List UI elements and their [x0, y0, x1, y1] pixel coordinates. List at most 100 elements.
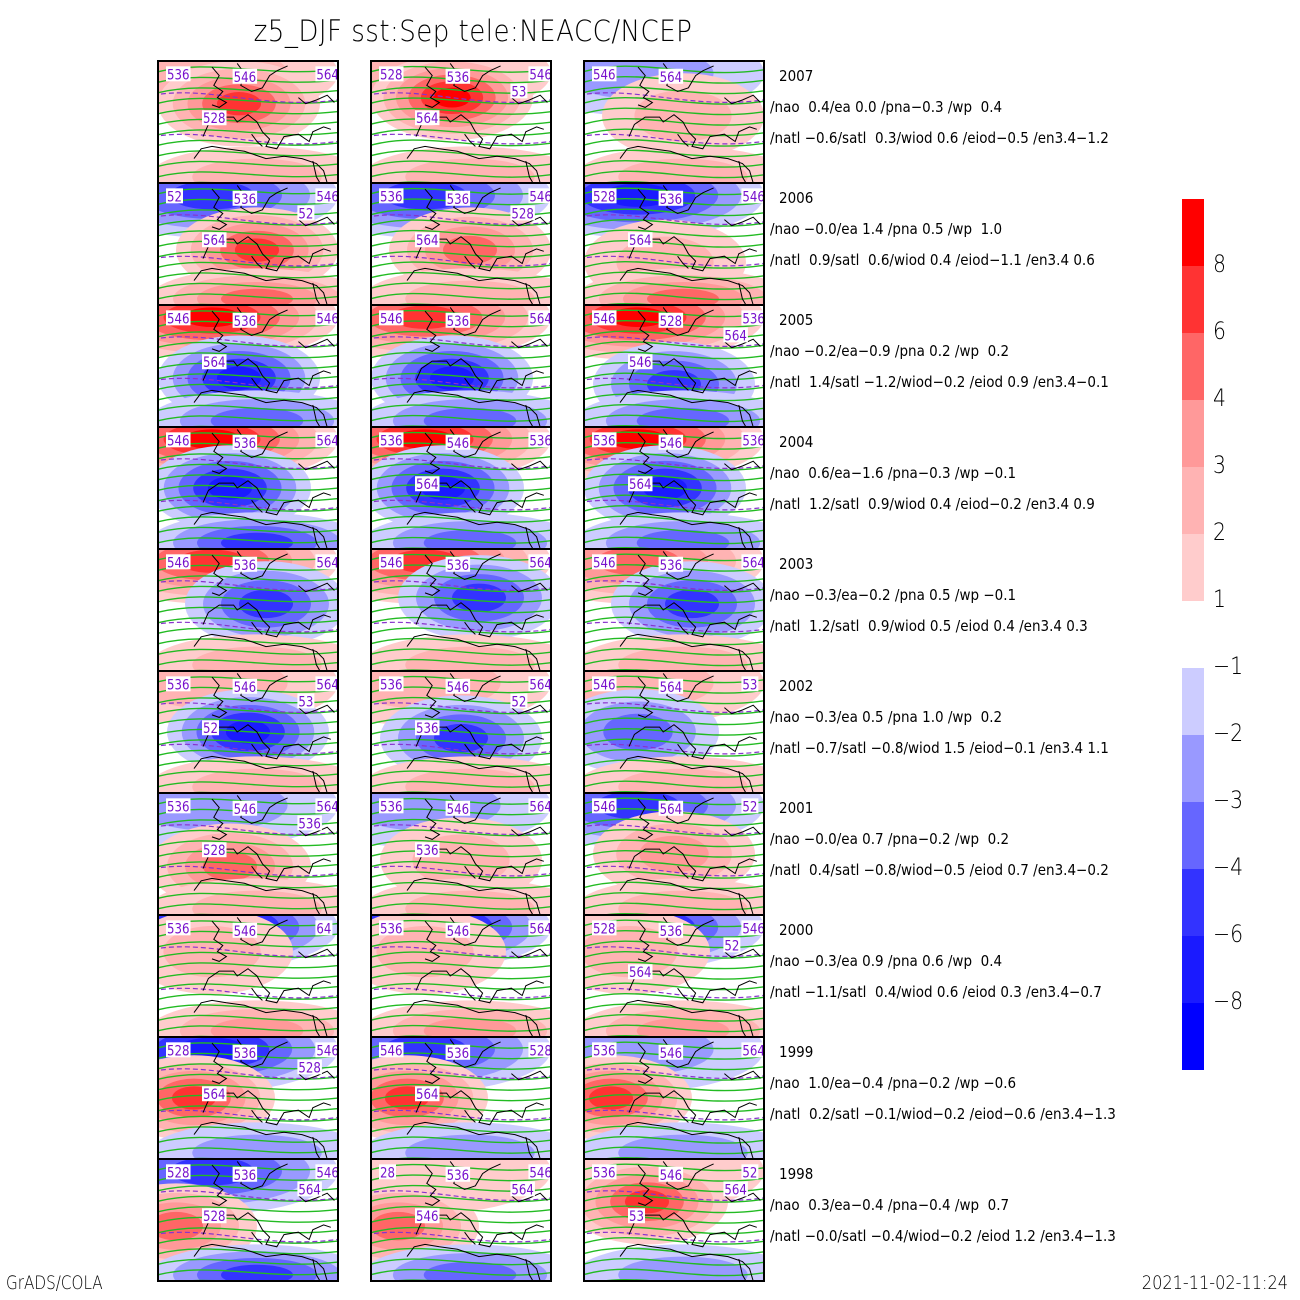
- coastline: [415, 236, 544, 272]
- map-panel-2003-2: 546 536 564: [370, 548, 552, 672]
- height-contour: [371, 1268, 551, 1276]
- height-contour: [158, 596, 338, 603]
- coastline: [738, 526, 747, 549]
- height-contour: [158, 627, 338, 635]
- contour-label-bg: [723, 327, 748, 343]
- contour-label: 53: [511, 84, 526, 100]
- contour-label: 536: [593, 1165, 616, 1181]
- coastline: [619, 145, 754, 183]
- coastline: [202, 724, 331, 760]
- dashed-contour: [584, 580, 764, 591]
- chart-title: z5_DJF sst:Sep tele:NEACC/NCEP: [253, 14, 693, 48]
- anomaly-neg-shade: [207, 476, 253, 500]
- contour-label: 546: [416, 1209, 439, 1225]
- contour-label-bg: [315, 1164, 338, 1180]
- dashed-contour: [371, 377, 551, 389]
- colorbar-label: 1: [1213, 585, 1226, 613]
- contour-label: 52: [298, 206, 313, 222]
- coastline: [619, 267, 754, 305]
- coastline: [511, 826, 548, 837]
- contour-label: 536: [380, 677, 403, 693]
- colorbar-label: −8: [1213, 987, 1244, 1015]
- height-contour: [584, 149, 764, 158]
- contour-label-bg: [592, 1042, 617, 1058]
- year-label: 2005: [779, 311, 814, 329]
- contour-label-bg: [658, 1166, 684, 1182]
- height-contour: [584, 1083, 764, 1092]
- height-contour: [158, 1258, 338, 1266]
- height-contour: [371, 1094, 551, 1102]
- map-panel-1998-3: 536 546 52 53 564: [583, 1158, 765, 1282]
- coastline: [677, 743, 689, 757]
- height-contour: [371, 1083, 551, 1091]
- height-contour: [371, 107, 551, 115]
- coastline: [464, 1109, 476, 1123]
- contour-label: 546: [593, 67, 616, 83]
- height-contour: [371, 951, 551, 959]
- coastline: [298, 338, 335, 349]
- dashed-contour: [371, 1068, 551, 1079]
- height-contour: [584, 170, 764, 179]
- dashed-contour: [371, 458, 551, 469]
- coastline: [251, 987, 263, 1001]
- contour-label: 546: [167, 555, 190, 571]
- height-contour: [158, 707, 338, 715]
- coastline: [637, 310, 654, 352]
- contour-label-bg: [315, 66, 338, 82]
- height-contour: [371, 1073, 551, 1081]
- contour-label: 28: [380, 1165, 395, 1181]
- coastline: [738, 770, 747, 793]
- dashed-contour: [584, 1231, 764, 1243]
- contour-label: 536: [234, 192, 257, 208]
- dashed-contour: [158, 1068, 338, 1079]
- height-contour: [584, 536, 764, 545]
- anomaly-pos-shade: [636, 1017, 730, 1037]
- contour-label-bg: [741, 676, 759, 692]
- sst-indices: /natl −0.6/satl 0.3/wiod 0.6 /eiod−0.5 /…: [770, 129, 1109, 147]
- contour-label: 536: [660, 192, 683, 208]
- dashed-contour: [158, 1231, 338, 1243]
- contour-label: 536: [234, 1168, 257, 1184]
- height-contour: [584, 1226, 764, 1235]
- contour-label: 52: [167, 189, 182, 205]
- height-contour: [371, 526, 551, 534]
- contour-label-bg: [232, 1166, 258, 1182]
- teleconnection-indices: /nao −0.0/ea 0.7 /pna−0.2 /wp 0.2: [770, 830, 1010, 848]
- coastline: [511, 94, 548, 105]
- height-contour: [584, 982, 764, 991]
- height-contour: [584, 1125, 764, 1134]
- coastline: [424, 1042, 441, 1084]
- coastline: [251, 377, 263, 391]
- height-contour: [158, 1237, 338, 1245]
- teleconnection-indices: /nao −0.2/ea−0.9 /pna 0.2 /wp 0.2: [770, 342, 1010, 360]
- height-contour: [158, 882, 338, 889]
- sst-indices: /natl −0.0/satl −0.4/wiod−0.2 /eiod 1.2 …: [770, 1227, 1116, 1245]
- contour-label-bg: [445, 922, 471, 938]
- coastline: [193, 267, 328, 305]
- contour-label-bg: [379, 310, 404, 326]
- contour-label: 536: [167, 921, 190, 937]
- contour-label-bg: [379, 432, 404, 448]
- coastline: [628, 724, 757, 760]
- coastline: [298, 704, 335, 715]
- coastline: [202, 1090, 331, 1126]
- colorbar-swatch-positive: [1182, 199, 1204, 266]
- contour-label-bg: [445, 800, 471, 816]
- colorbar-label: −1: [1213, 652, 1244, 680]
- contour-label-bg: [528, 1042, 551, 1058]
- coastline: [211, 310, 228, 352]
- coastline: [464, 377, 476, 391]
- contour-label: 564: [316, 555, 339, 571]
- contour-label-bg: [658, 800, 684, 816]
- height-contour: [584, 292, 764, 301]
- colorbar-label: 4: [1213, 384, 1226, 412]
- height-contour: [584, 504, 764, 513]
- colorbar-swatch-negative: [1182, 869, 1204, 936]
- height-contour: [584, 706, 764, 715]
- height-contour: [371, 118, 551, 126]
- contour-label: 528: [593, 189, 616, 205]
- contour-label: 536: [447, 558, 470, 574]
- height-contour: [158, 1014, 338, 1022]
- height-contour: [584, 828, 764, 837]
- height-contour: [158, 160, 338, 168]
